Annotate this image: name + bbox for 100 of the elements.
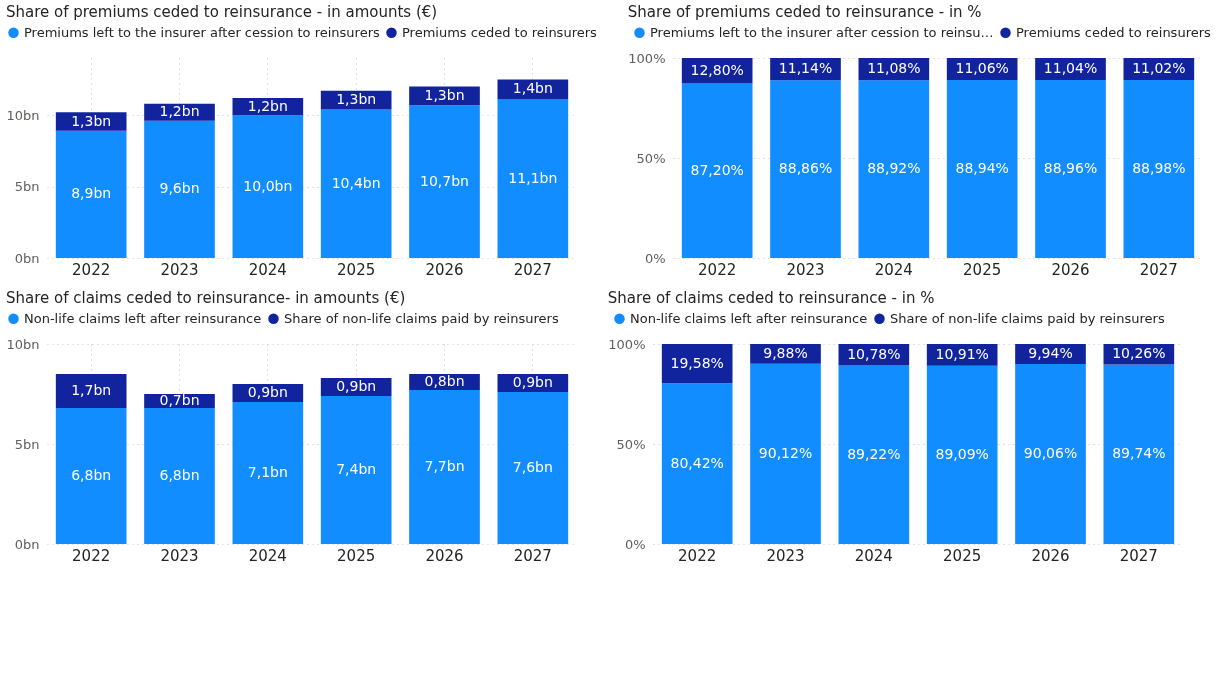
chart-title: Share of claims ceded to reinsurance - in % bbox=[607, 289, 935, 307]
bar bbox=[232, 115, 304, 258]
bar bbox=[497, 99, 569, 258]
y-tick-label: 10bn bbox=[6, 336, 40, 352]
data-label: 7,4bn bbox=[336, 461, 377, 477]
x-tick-label: 2023 bbox=[160, 546, 199, 565]
data-label: 1,2bn bbox=[247, 97, 288, 114]
x-tick-label: 2022 bbox=[698, 260, 737, 279]
legend-label: Non-life claims left after reinsurance bbox=[630, 310, 868, 326]
data-label: 88,96% bbox=[1043, 160, 1098, 177]
x-tick-label: 2023 bbox=[766, 546, 805, 565]
bar bbox=[1103, 364, 1175, 544]
legend-label: Share of non-life claims paid by reinsurers bbox=[284, 310, 559, 326]
x-tick-label: 2023 bbox=[786, 260, 825, 279]
x-tick-label: 2024 bbox=[248, 260, 287, 279]
y-tick-label: 10bn bbox=[6, 107, 40, 123]
legend-label: Non-life claims left after reinsurance bbox=[24, 310, 262, 326]
data-label: 10,26% bbox=[1112, 345, 1166, 362]
data-label: 89,74% bbox=[1112, 445, 1166, 462]
x-tick-label: 2025 bbox=[943, 546, 982, 565]
bar bbox=[55, 374, 127, 408]
bar bbox=[770, 80, 841, 258]
bar bbox=[55, 408, 127, 544]
x-tick-label: 2027 bbox=[513, 546, 552, 565]
y-tick-label: 0% bbox=[624, 536, 646, 552]
bar bbox=[55, 130, 127, 258]
data-label: 88,94% bbox=[955, 160, 1009, 177]
data-label: 7,7bn bbox=[424, 458, 465, 474]
bar bbox=[409, 390, 480, 544]
x-tick-label: 2026 bbox=[1051, 260, 1090, 279]
data-label: 0,9bn bbox=[247, 384, 288, 400]
data-label: 1,3bn bbox=[336, 91, 377, 108]
bar bbox=[232, 402, 304, 544]
x-tick-label: 2022 bbox=[72, 260, 111, 279]
data-label: 11,08% bbox=[867, 60, 921, 77]
data-label: 90,06% bbox=[1023, 444, 1078, 461]
data-label: 11,06% bbox=[955, 60, 1009, 77]
data-label: 87,20% bbox=[690, 161, 744, 178]
chart-title: Share of premiums ceded to reinsurance - in amounts (€) bbox=[5, 3, 438, 21]
data-label: 11,04% bbox=[1043, 60, 1098, 77]
y-tick-label: 0% bbox=[644, 250, 666, 266]
data-label: 7,1bn bbox=[247, 464, 288, 480]
y-tick-label: 0bn bbox=[14, 536, 40, 552]
data-label: 89,09% bbox=[935, 445, 989, 462]
y-tick-label: 5bn bbox=[14, 436, 40, 452]
legend-label: Premiums left to the insurer after cession to reinsu… bbox=[650, 24, 994, 40]
data-label: 0,9bn bbox=[512, 374, 553, 390]
data-label: 89,22% bbox=[847, 445, 901, 462]
data-label: 9,94% bbox=[1028, 344, 1073, 361]
data-label: 0,8bn bbox=[424, 373, 465, 389]
bar bbox=[497, 392, 569, 544]
chart-title: Share of claims ceded to reinsurance- in amounts (€) bbox=[5, 289, 406, 307]
data-label: 7,6bn bbox=[512, 459, 553, 475]
data-label: 0,9bn bbox=[336, 378, 377, 394]
data-label: 11,1bn bbox=[508, 169, 558, 186]
data-label: 1,7bn bbox=[71, 382, 112, 398]
bar bbox=[144, 120, 215, 258]
data-label: 10,78% bbox=[847, 345, 901, 362]
y-tick-label: 100% bbox=[628, 50, 666, 66]
data-label: 6,8bn bbox=[159, 467, 200, 483]
data-label: 80,42% bbox=[670, 454, 724, 471]
bar bbox=[661, 344, 733, 384]
legend-label: Share of non-life claims paid by reinsurers bbox=[890, 310, 1165, 326]
bar bbox=[838, 365, 910, 544]
data-label: 90,12% bbox=[758, 444, 813, 461]
bar bbox=[750, 363, 821, 544]
y-tick-label: 50% bbox=[636, 150, 666, 166]
data-label: 10,0bn bbox=[243, 177, 293, 194]
data-label: 11,02% bbox=[1132, 60, 1186, 77]
x-tick-label: 2022 bbox=[678, 546, 717, 565]
x-tick-label: 2027 bbox=[1119, 546, 1158, 565]
data-label: 10,91% bbox=[935, 345, 989, 362]
data-label: 88,86% bbox=[778, 160, 833, 177]
x-tick-label: 2026 bbox=[425, 260, 464, 279]
x-tick-label: 2022 bbox=[72, 546, 111, 565]
bar bbox=[858, 80, 930, 258]
chart-title: Share of premiums ceded to reinsurance - in % bbox=[627, 3, 982, 21]
data-label: 9,88% bbox=[763, 344, 808, 361]
data-label: 9,6bn bbox=[159, 180, 200, 197]
x-tick-label: 2026 bbox=[425, 546, 464, 565]
data-label: 19,58% bbox=[670, 354, 724, 371]
x-tick-label: 2023 bbox=[160, 260, 199, 279]
legend-label: Premiums ceded to reinsurers bbox=[1016, 24, 1212, 40]
bar bbox=[320, 109, 392, 258]
data-label: 88,98% bbox=[1132, 160, 1186, 177]
x-tick-label: 2026 bbox=[1031, 546, 1070, 565]
bar bbox=[661, 383, 733, 544]
bar bbox=[681, 83, 753, 258]
data-label: 6,8bn bbox=[71, 467, 112, 483]
data-label: 12,80% bbox=[690, 61, 744, 78]
y-tick-label: 5bn bbox=[14, 179, 40, 195]
data-label: 10,7bn bbox=[420, 172, 469, 189]
legend-label: Premiums ceded to reinsurers bbox=[402, 24, 598, 40]
x-tick-label: 2027 bbox=[513, 260, 552, 279]
bar bbox=[320, 396, 392, 544]
x-tick-label: 2025 bbox=[337, 546, 376, 565]
data-label: 88,92% bbox=[867, 160, 921, 177]
x-tick-label: 2024 bbox=[248, 546, 287, 565]
bar bbox=[1015, 363, 1086, 544]
x-tick-label: 2025 bbox=[337, 260, 376, 279]
